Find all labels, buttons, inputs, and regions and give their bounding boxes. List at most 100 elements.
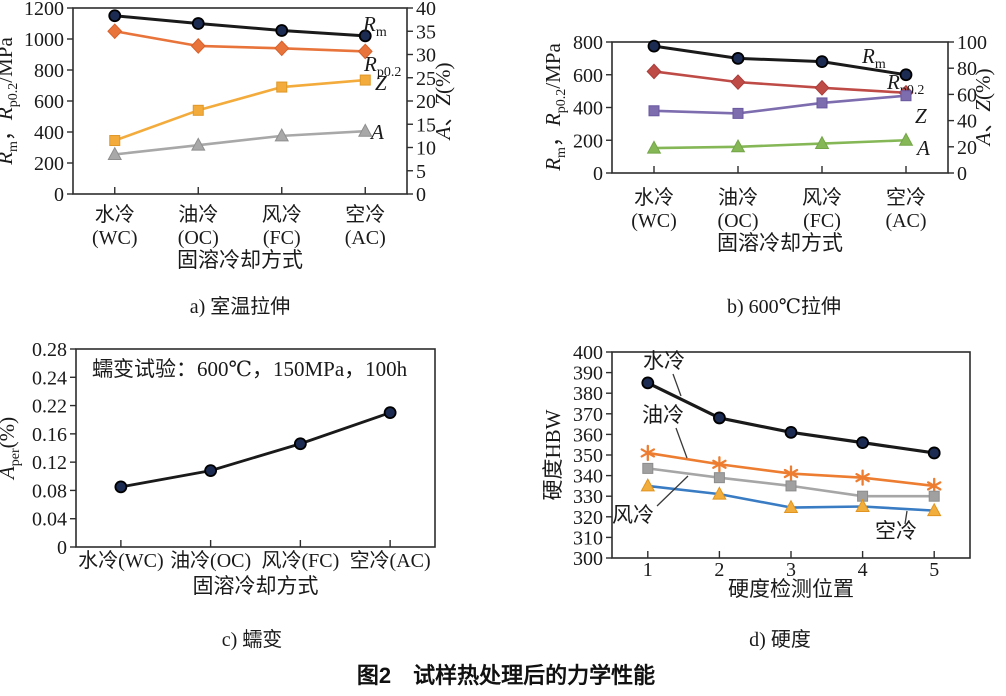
svg-text:15: 15: [416, 114, 436, 136]
svg-text:1200: 1200: [24, 0, 64, 20]
chart-hardness: 300 310 320 330 340 350 360 370 380 390 400 1 2 3 4 5 硬度…: [506, 330, 1006, 627]
svg-text:Rm: Rm: [362, 12, 387, 40]
svg-text:400: 400: [34, 122, 64, 144]
svg-text:Rm，Rp0.2/MPa: Rm，Rp0.2/MPa: [541, 43, 569, 172]
svg-text:35: 35: [416, 21, 436, 43]
svg-text:固溶冷却方式: 固溶冷却方式: [717, 231, 843, 255]
svg-text:380: 380: [573, 383, 603, 405]
svg-text:固溶冷却方式: 固溶冷却方式: [177, 248, 303, 272]
chart-b-canvas: 0 200 400 600 800 0 20 40 60 80 100 水冷(WC) 油冷(OC) 风冷(…: [541, 32, 995, 255]
series-Z: [648, 90, 912, 119]
svg-text:320: 320: [573, 507, 603, 529]
svg-text:600: 600: [34, 91, 64, 113]
svg-text:25: 25: [416, 68, 436, 90]
svg-text:0.04: 0.04: [32, 509, 67, 531]
svg-text:空冷(AC): 空冷(AC): [885, 186, 926, 232]
svg-text:水冷(WC): 水冷(WC): [92, 203, 138, 249]
svg-text:300: 300: [573, 548, 603, 570]
svg-text:600: 600: [573, 65, 603, 87]
svg-text:0: 0: [957, 163, 967, 185]
figure-title: 图2 试样热处理后的力学性能: [356, 663, 656, 688]
svg-text:80: 80: [957, 58, 977, 80]
svg-text:390: 390: [573, 363, 603, 385]
caption-b: b) 600℃拉伸: [726, 296, 842, 318]
svg-text:Aper(%): Aper(%): [0, 417, 23, 481]
svg-text:20: 20: [957, 137, 977, 159]
caption-c: c) 蠕变: [221, 629, 283, 651]
chart-room-temp-tensile: 0 200 400 600 800 1000 1200 0 5 10 15 20 25 30 35 40 水冷(…: [0, 0, 503, 290]
svg-text:3: 3: [786, 559, 796, 581]
chart-creep: 0 0.04 0.08 0.12 0.16 0.22 0.24 0.28 水冷(WC) 油冷(OC…: [0, 330, 503, 627]
series-A: [107, 123, 373, 160]
svg-text:800: 800: [573, 32, 603, 54]
svg-text:0: 0: [416, 184, 426, 206]
svg-text:330: 330: [573, 486, 603, 508]
series-Rp02: [107, 23, 373, 60]
svg-text:0.24: 0.24: [32, 367, 67, 389]
svg-text:400: 400: [573, 98, 603, 120]
svg-text:200: 200: [34, 153, 64, 175]
svg-text:A: A: [915, 136, 930, 160]
svg-text:风冷(FC): 风冷(FC): [802, 186, 842, 232]
svg-text:0.08: 0.08: [32, 480, 67, 502]
svg-text:1000: 1000: [24, 29, 64, 51]
svg-text:固溶冷却方式: 固溶冷却方式: [193, 574, 319, 598]
svg-text:Rp0.2: Rp0.2: [363, 52, 401, 80]
svg-text:0.28: 0.28: [32, 339, 67, 361]
svg-text:Z: Z: [375, 71, 387, 95]
svg-text:Z: Z: [915, 104, 927, 128]
series-Rm: [647, 39, 913, 82]
chart-c-canvas: 0 0.04 0.08 0.12 0.16 0.22 0.24 0.28 水冷(WC) 油冷(OC…: [0, 339, 436, 598]
svg-text:风冷(FC): 风冷(FC): [261, 549, 339, 572]
series-A: [646, 132, 914, 154]
svg-text:空冷: 空冷: [875, 519, 917, 543]
svg-text:0: 0: [54, 184, 64, 206]
chart-a-canvas: 0200400600800100012000510152025303540水冷(…: [0, 0, 455, 272]
svg-text:2: 2: [714, 559, 724, 581]
svg-text:40: 40: [416, 0, 436, 20]
series-oil-cooling: [640, 444, 942, 495]
svg-text:4: 4: [858, 559, 868, 581]
svg-text:油冷(OC): 油冷(OC): [178, 203, 219, 249]
svg-text:30: 30: [416, 45, 436, 67]
svg-text:0: 0: [57, 537, 67, 559]
svg-text:A、Z(%): A、Z(%): [971, 68, 995, 147]
svg-text:Rm，Rp0.2/MPa: Rm，Rp0.2/MPa: [0, 37, 21, 166]
svg-text:0.22: 0.22: [32, 396, 67, 418]
svg-text:5: 5: [416, 161, 426, 183]
series-Rm: [108, 9, 372, 43]
svg-text:水冷: 水冷: [643, 349, 685, 373]
svg-text:水冷(WC): 水冷(WC): [631, 186, 677, 232]
svg-text:100: 100: [957, 32, 987, 54]
svg-text:空冷(AC): 空冷(AC): [345, 203, 386, 249]
svg-text:0.12: 0.12: [32, 452, 67, 474]
svg-text:360: 360: [573, 424, 603, 446]
svg-text:油冷: 油冷: [642, 403, 684, 427]
svg-text:340: 340: [573, 466, 603, 488]
svg-text:空冷(AC): 空冷(AC): [350, 549, 431, 572]
series-fan-cooling: [642, 462, 940, 502]
svg-text:40: 40: [957, 111, 977, 133]
svg-text:Rm: Rm: [861, 44, 886, 72]
svg-text:A、Z(%): A、Z(%): [431, 62, 455, 141]
svg-text:硬度HBW: 硬度HBW: [541, 409, 565, 500]
svg-text:5: 5: [929, 559, 939, 581]
svg-text:400: 400: [573, 342, 603, 364]
svg-text:60: 60: [957, 84, 977, 106]
svg-text:350: 350: [573, 445, 603, 467]
svg-text:200: 200: [573, 130, 603, 152]
svg-text:370: 370: [573, 404, 603, 426]
svg-text:风冷(FC): 风冷(FC): [262, 203, 302, 249]
svg-text:风冷: 风冷: [612, 503, 654, 527]
caption-a: a) 室温拉伸: [189, 296, 291, 318]
svg-text:10: 10: [416, 138, 436, 160]
series-water-cooling: [641, 376, 941, 460]
svg-text:310: 310: [573, 527, 603, 549]
svg-text:0: 0: [593, 163, 603, 185]
svg-text:蠕变试验：600℃，150MPa，100h: 蠕变试验：600℃，150MPa，100h: [92, 357, 408, 381]
svg-text:1: 1: [643, 559, 653, 581]
svg-text:20: 20: [416, 91, 436, 113]
chart-600c-tensile: 0 200 400 600 800 0 20 40 60 80 100 水冷(WC) 油冷(OC) 风冷(…: [506, 0, 1006, 290]
